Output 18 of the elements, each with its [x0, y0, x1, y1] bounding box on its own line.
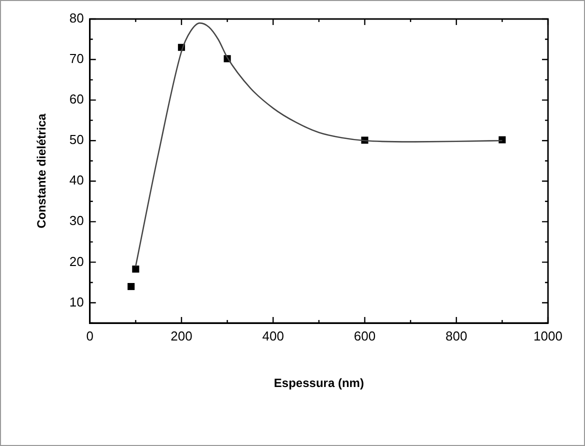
x-tick-label: 1000	[534, 328, 562, 344]
x-axis-title: Espessura (nm)	[274, 376, 364, 390]
y-axis-title: Constante dielétrica	[34, 113, 49, 228]
y-tick-label: 80	[69, 10, 84, 26]
y-tick-label: 70	[69, 51, 84, 66]
y-tick-label: 10	[69, 294, 84, 310]
x-tick-label: 400	[262, 328, 284, 344]
y-tick-label: 40	[69, 172, 84, 188]
x-tick-label: 800	[446, 328, 468, 344]
y-tick-label: 60	[69, 92, 84, 107]
point	[128, 282, 135, 290]
x-tick-label: 0	[86, 328, 94, 344]
point	[132, 266, 140, 273]
y-tick-label: 20	[69, 254, 84, 269]
y-tick-label: 30	[69, 213, 84, 228]
x-tick-label: 200	[170, 328, 192, 344]
y-tick-label: 50	[69, 132, 84, 148]
x-tick-label: 600	[354, 328, 376, 344]
